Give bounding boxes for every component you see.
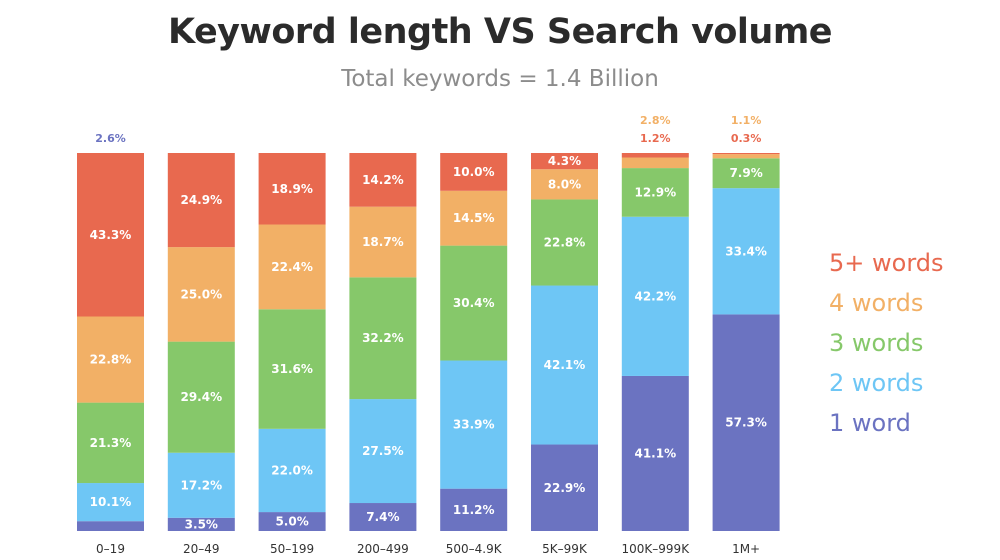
bar-segment-5-words-0-19 <box>77 153 144 317</box>
bar-segment-5-words-50-199 <box>258 153 326 225</box>
legend-entry-1-word: 1 word <box>829 409 911 437</box>
x-tick-label-200-499: 200–499 <box>357 542 409 556</box>
bar-segment-1-word-1m <box>712 314 780 531</box>
data-label-5-words-5k-99k: 4.3% <box>548 154 581 168</box>
data-label-1-word-1m: 57.3% <box>725 416 767 430</box>
data-label-1-word-100k-999k: 41.1% <box>634 446 676 460</box>
bar-segment-1-word-500-4-9k <box>440 488 508 531</box>
data-label-2-words-5k-99k: 42.1% <box>544 358 586 372</box>
bar-segment-2-words-500-4-9k <box>440 360 508 489</box>
data-label-5-words-200-499: 14.2% <box>362 173 404 187</box>
data-label-4-words-1m: 1.1% <box>731 114 762 127</box>
bar-segment-5-words-20-49 <box>167 153 235 248</box>
data-label-1-word-500-4-9k: 11.2% <box>453 503 495 517</box>
bar-segment-4-words-1m <box>712 154 780 159</box>
bar-segment-2-words-1m <box>712 188 780 315</box>
bar-segment-3-words-200-499 <box>349 277 417 400</box>
bar-segment-4-words-20-49 <box>167 247 235 342</box>
bar-segment-4-words-5k-99k <box>531 169 598 200</box>
bar-segment-2-words-100k-999k <box>621 216 689 376</box>
bar-segment-2-words-0-19 <box>77 483 144 522</box>
x-tick-label-5k-99k: 5K–99K <box>542 542 588 556</box>
bar-segment-2-words-5k-99k <box>531 285 598 445</box>
legend-entry-4-words: 4 words <box>829 289 923 317</box>
data-label-2-words-20-49: 17.2% <box>180 478 222 492</box>
legend: 5+ words 4 words 3 words 2 words 1 word <box>829 249 944 437</box>
data-label-5-words-50-199: 18.9% <box>271 182 313 196</box>
data-label-2-words-0-19: 10.1% <box>90 495 132 509</box>
data-label-3-words-50-199: 31.6% <box>271 362 313 376</box>
data-label-4-words-500-4-9k: 14.5% <box>453 211 495 225</box>
bar-segment-1-word-50-199 <box>258 512 326 531</box>
bar-segment-5-words-1m <box>712 153 780 155</box>
data-label-3-words-200-499: 32.2% <box>362 331 404 345</box>
x-tick-label-20-49: 20–49 <box>183 542 220 556</box>
bar-segment-1-word-100k-999k <box>621 375 689 531</box>
bar-segment-5-words-5k-99k <box>531 153 598 170</box>
data-label-1-word-20-49: 3.5% <box>185 517 218 531</box>
data-label-5-words-500-4-9k: 10.0% <box>453 165 495 179</box>
data-label-4-words-200-499: 18.7% <box>362 235 404 249</box>
bar-segment-2-words-20-49 <box>167 452 235 518</box>
data-label-4-words-20-49: 25.0% <box>180 287 222 301</box>
x-tick-label-500-4-9k: 500–4.9K <box>446 542 503 556</box>
bar-segment-3-words-1m <box>712 158 780 189</box>
data-label-3-words-5k-99k: 22.8% <box>544 235 586 249</box>
bar-segment-1-word-200-499 <box>349 503 417 531</box>
bar-segment-3-words-20-49 <box>167 341 235 453</box>
data-label-5-words-1m: 0.3% <box>731 132 762 145</box>
data-label-4-words-50-199: 22.4% <box>271 260 313 274</box>
data-label-2-words-50-199: 22.0% <box>271 463 313 477</box>
bar-segment-4-words-0-19 <box>77 316 144 403</box>
bar-segment-1-word-0-19 <box>77 521 144 531</box>
legend-entry-5-words: 5+ words <box>829 249 944 277</box>
data-label-5-words-20-49: 24.9% <box>180 193 222 207</box>
bar-segment-4-words-500-4-9k <box>440 190 508 246</box>
bar-segment-5-words-200-499 <box>349 153 417 207</box>
data-label-1-word-50-199: 5.0% <box>275 515 308 529</box>
data-label-1-word-200-499: 7.4% <box>366 510 399 524</box>
x-tick-label-50-199: 50–199 <box>270 542 314 556</box>
bar-segment-5-words-100k-999k <box>621 153 689 158</box>
bar-segment-3-words-0-19 <box>77 402 144 484</box>
bar-segment-1-word-5k-99k <box>531 444 598 531</box>
data-label-5-words-100k-999k: 1.2% <box>640 132 671 145</box>
data-label-4-words-0-19: 22.8% <box>90 353 132 367</box>
data-label-3-words-100k-999k: 12.9% <box>634 185 676 199</box>
bar-segment-2-words-200-499 <box>349 399 417 504</box>
x-axis-ticks: 0–19 20–49 50–199 200–499 500–4.9K 5K–99K 100K… <box>96 542 760 556</box>
bars-layer: 2.6% 10.1% 21.3% 22.8% 43.3% 3.5% 17.2% 29.4% 25… <box>77 114 780 531</box>
bar-segment-2-words-50-199 <box>258 428 326 513</box>
data-label-3-words-0-19: 21.3% <box>90 436 132 450</box>
x-tick-label-100k-999k: 100K–999K <box>622 542 691 556</box>
chart-title: Keyword length VS Search volume <box>167 12 833 52</box>
bar-segment-4-words-100k-999k <box>621 157 689 169</box>
data-label-3-words-500-4-9k: 30.4% <box>453 296 495 310</box>
bar-segment-3-words-100k-999k <box>621 168 689 217</box>
data-label-5-words-0-19: 43.3% <box>90 228 132 242</box>
data-label-2-words-1m: 33.4% <box>725 244 767 258</box>
data-label-4-words-5k-99k: 8.0% <box>548 177 581 191</box>
data-label-2-words-200-499: 27.5% <box>362 444 404 458</box>
bar-segment-5-words-500-4-9k <box>440 153 508 191</box>
x-tick-label-0-19: 0–19 <box>96 542 125 556</box>
legend-entry-2-words: 2 words <box>829 369 923 397</box>
bar-segment-3-words-5k-99k <box>531 199 598 286</box>
bar-segment-1-word-20-49 <box>167 517 235 531</box>
data-label-4-words-100k-999k: 2.8% <box>640 114 671 127</box>
data-label-1-word-0-19: 2.6% <box>95 132 126 145</box>
bar-segment-3-words-50-199 <box>258 309 326 429</box>
chart-subtitle: Total keywords = 1.4 Billion <box>341 66 659 92</box>
legend-entry-3-words: 3 words <box>829 329 923 357</box>
x-tick-label-1m: 1M+ <box>732 542 760 556</box>
data-label-1-word-5k-99k: 22.9% <box>544 481 586 495</box>
bar-segment-4-words-50-199 <box>258 224 326 310</box>
data-label-2-words-100k-999k: 42.2% <box>634 289 676 303</box>
bar-segment-4-words-200-499 <box>349 206 417 278</box>
data-label-3-words-1m: 7.9% <box>729 166 762 180</box>
data-label-3-words-20-49: 29.4% <box>180 390 222 404</box>
data-label-2-words-500-4-9k: 33.9% <box>453 418 495 432</box>
bar-segment-3-words-500-4-9k <box>440 245 508 361</box>
